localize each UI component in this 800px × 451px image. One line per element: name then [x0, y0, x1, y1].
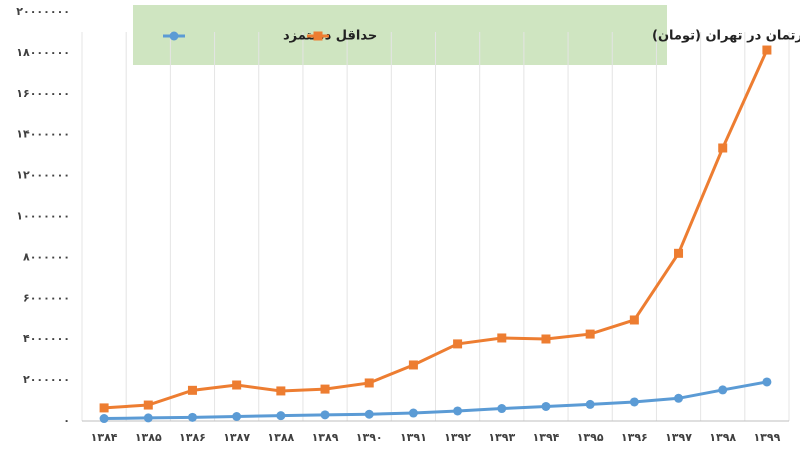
x-tick-label: ۱۳۹۶ [621, 431, 648, 444]
point [453, 406, 463, 416]
x-tick-label: ۱۳۹۰ [356, 431, 383, 444]
point [276, 411, 286, 421]
x-tick-label: ۱۳۹۴ [533, 431, 560, 444]
point [187, 412, 197, 422]
x-tick-label: ۱۳۸۵ [135, 431, 162, 444]
y-tick-label: ۱۴۰۰۰۰۰۰ [16, 128, 70, 141]
x-tick-label: ۱۳۸۹ [312, 431, 339, 444]
point [187, 385, 197, 395]
point [497, 333, 507, 343]
point [674, 248, 684, 258]
point [320, 384, 330, 394]
point [453, 339, 463, 349]
point [320, 410, 330, 420]
point [585, 399, 595, 409]
point [143, 400, 153, 410]
y-tick-label: ۶۰۰۰۰۰۰ [23, 291, 70, 304]
x-tick-label: ۱۳۸۸ [267, 431, 294, 444]
point [585, 329, 595, 339]
point [762, 45, 772, 55]
x-tick-label: ۱۳۹۵ [577, 431, 604, 444]
point [629, 397, 639, 407]
point [143, 413, 153, 423]
y-tick-label: ۱۰۰۰۰۰۰۰ [16, 210, 70, 223]
x-tick-label: ۱۳۸۷ [223, 431, 250, 444]
series-line [103, 49, 769, 410]
legend-text: متوسط قیمت یک مترمربع آپارتمان در تهران … [652, 27, 800, 44]
point [276, 386, 286, 396]
x-tick-label: ۱۳۹۹ [753, 431, 780, 444]
legend-marker [169, 31, 179, 41]
point [232, 380, 242, 390]
y-tick-label: ۲۰۰۰۰۰۰۰ [16, 5, 70, 18]
x-tick-label: ۱۳۸۴ [91, 431, 118, 444]
point [718, 385, 728, 395]
y-tick-label: ۰ [63, 414, 70, 427]
point [762, 377, 772, 387]
x-tick-label: ۱۳۹۷ [665, 431, 692, 444]
grid [81, 32, 790, 422]
y-tick-label: ۲۰۰۰۰۰۰ [23, 373, 70, 386]
x-tick-label: ۱۳۸۶ [179, 431, 206, 444]
legend-marker [313, 31, 323, 41]
y-tick-label: ۱۲۰۰۰۰۰۰ [16, 169, 70, 182]
series-line [104, 380, 768, 421]
x-tick-label: ۱۳۹۸ [709, 431, 736, 444]
point [497, 404, 507, 414]
point [718, 143, 728, 153]
point [99, 403, 109, 413]
legend-box [133, 5, 667, 65]
point [364, 378, 374, 388]
point [541, 334, 551, 344]
point [674, 393, 684, 403]
x-tick-label: ۱۳۹۲ [444, 431, 471, 444]
y-tick-label: ۱۸۰۰۰۰۰۰ [16, 46, 70, 59]
y-tick-label: ۱۶۰۰۰۰۰۰ [16, 87, 70, 100]
point [232, 412, 242, 422]
legend-text: حداقل دستمزد [283, 29, 377, 44]
x-tick-label: ۱۳۹۱ [400, 431, 427, 444]
point [99, 414, 109, 424]
x-tick-label: ۱۳۹۳ [488, 431, 515, 444]
point [408, 360, 418, 370]
point [364, 409, 374, 419]
y-tick-label: ۸۰۰۰۰۰۰ [23, 250, 70, 263]
y-tick-label: ۴۰۰۰۰۰۰ [23, 332, 70, 345]
point [408, 408, 418, 418]
point [541, 401, 551, 411]
point [629, 315, 639, 325]
